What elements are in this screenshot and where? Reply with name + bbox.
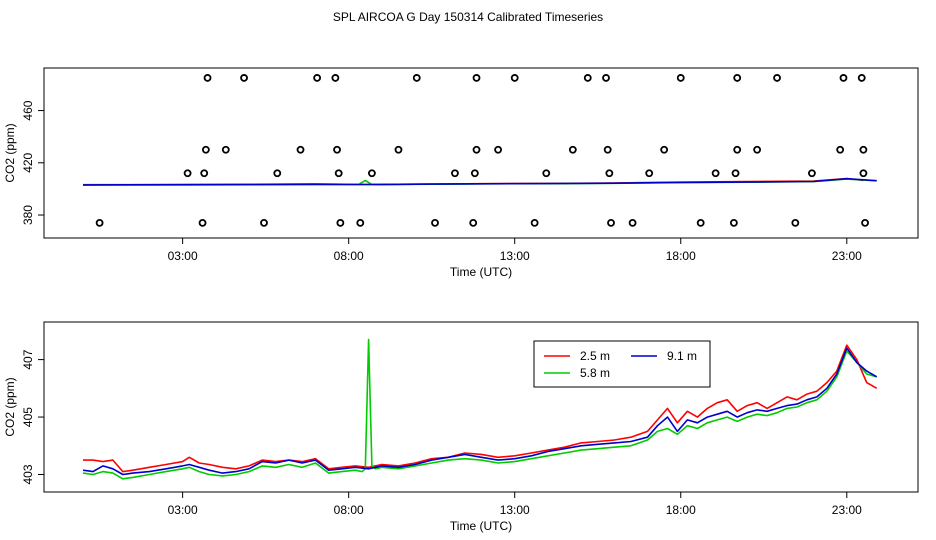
y-tick-label: 420: [21, 152, 35, 172]
scatter-point: [394, 145, 403, 154]
x-tick-label: 13:00: [500, 249, 530, 263]
x-tick-label: 23:00: [832, 503, 862, 517]
y-axis-label: CO2 (ppm): [3, 377, 17, 436]
scatter-point: [791, 218, 800, 227]
scatter-point: [729, 218, 738, 227]
scatter-point: [859, 169, 868, 178]
y-axis-label: CO2 (ppm): [3, 123, 17, 182]
scatter-point: [469, 218, 478, 227]
x-axis-label: Time (UTC): [450, 519, 512, 533]
x-tick-label: 18:00: [666, 249, 696, 263]
scatter-point: [273, 169, 282, 178]
scatter-point: [472, 74, 481, 82]
scatter-point: [836, 145, 845, 154]
scatter-point: [313, 74, 322, 82]
scatter-point: [530, 218, 539, 227]
series-line: [82, 347, 878, 476]
panel-top: 03:00 08:00 13:00 18:00 23:00 Time (UTC) 380 42…: [3, 67, 919, 279]
scatter-point: [331, 74, 340, 82]
scatter-point: [733, 145, 742, 154]
series-line: [82, 177, 877, 186]
scatter-point: [696, 218, 705, 227]
legend-label: 9.1 m: [667, 349, 697, 363]
scatter-point: [733, 74, 742, 82]
legend-label: 2.5 m: [580, 349, 610, 363]
x-tick-label: 03:00: [168, 249, 198, 263]
x-tick-label: 08:00: [334, 503, 364, 517]
scatter-point: [95, 218, 104, 227]
scatter-point: [368, 169, 376, 178]
y-tick-label: 405: [21, 407, 35, 427]
scatter-point: [201, 145, 210, 154]
x-tick-label: 08:00: [334, 249, 364, 263]
scatter-point: [660, 145, 669, 154]
scatter-point: [645, 169, 654, 178]
scatter-point: [451, 169, 459, 178]
scatter-point: [221, 145, 230, 154]
scatter-point: [356, 218, 365, 227]
legend-box: [533, 340, 711, 388]
scatter-point: [861, 218, 869, 227]
panel-bottom: 03:00 08:00 13:00 18:00 23:00 Time (UTC) 403 40…: [3, 321, 919, 533]
scatter-point: [603, 145, 612, 154]
scatter-point: [470, 169, 479, 178]
scatter-point: [753, 145, 762, 154]
scatter-point: [336, 218, 345, 227]
scatter-point: [731, 169, 740, 178]
scatter-point: [472, 145, 481, 154]
x-tick-label: 13:00: [500, 503, 530, 517]
scatter-point: [510, 74, 519, 82]
scatter-point: [431, 218, 439, 227]
scatter-point: [260, 218, 268, 227]
x-tick-label: 18:00: [666, 503, 696, 517]
x-axis-label: Time (UTC): [450, 265, 512, 279]
scatter-point: [200, 169, 209, 178]
y-tick-label: 380: [21, 205, 35, 225]
scatter-point: [494, 145, 503, 154]
scatter-point: [859, 145, 868, 154]
scatter-point: [602, 74, 610, 82]
scatter-point: [412, 74, 421, 82]
scatter-point: [334, 169, 343, 178]
y-tick-label: 407: [21, 349, 35, 369]
series-line: [83, 344, 878, 473]
y-tick-label: 403: [21, 464, 35, 484]
scatter-point: [203, 74, 212, 82]
y-tick-label: 460: [21, 100, 35, 120]
scatter-point: [333, 145, 341, 154]
plot-frame: [43, 67, 919, 239]
scatter-point: [628, 218, 637, 227]
scatter-point: [839, 74, 848, 82]
scatter-point: [296, 145, 305, 154]
scatter-point: [568, 145, 577, 154]
legend-label: 5.8 m: [580, 366, 610, 380]
scatter-point: [808, 169, 816, 178]
plot-frame: [43, 321, 919, 493]
scatter-point: [607, 218, 615, 227]
x-tick-label: 03:00: [168, 503, 198, 517]
scatter-point: [605, 169, 614, 178]
scatter-point: [711, 169, 720, 178]
figure-title: SPL AIRCOA G Day 150314 Calibrated Times…: [333, 10, 603, 24]
scatter-point: [183, 169, 192, 178]
scatter-point: [542, 169, 551, 178]
x-tick-label: 23:00: [832, 249, 862, 263]
scatter-point: [198, 218, 207, 227]
scatter-point: [857, 74, 866, 82]
scatter-point: [773, 74, 781, 82]
scatter-point: [240, 74, 248, 82]
scatter-point: [676, 74, 685, 82]
scatter-point: [583, 74, 592, 82]
series-line: [82, 338, 877, 480]
